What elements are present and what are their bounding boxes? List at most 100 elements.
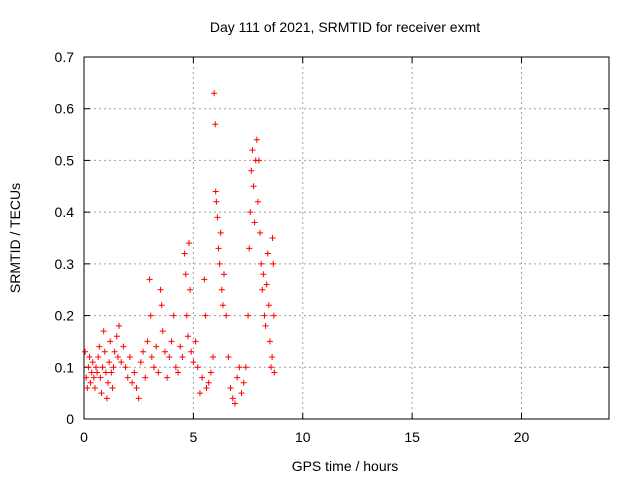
data-point [260,271,267,278]
data-point [177,343,184,350]
data-point [247,209,254,216]
y-tick-label: 0.3 [55,256,75,272]
data-point [268,364,275,371]
y-tick-label: 0.1 [55,359,75,375]
y-axis-label: SRMTID / TECUs [7,183,23,293]
data-point [175,369,182,376]
data-point [194,364,201,371]
data-point [106,359,113,366]
data-point [205,379,212,386]
x-tick-label: 5 [189,429,197,445]
data-point [126,353,133,360]
data-point [188,348,195,355]
data-point [199,374,206,381]
data-point [225,353,232,360]
data-point [98,390,105,397]
data-point [234,374,241,381]
data-point [250,183,257,190]
data-point [202,312,209,319]
y-tick-label: 0.7 [55,49,75,65]
data-point [100,328,107,335]
data-point [96,343,103,350]
data-point [210,353,217,360]
y-tick-labels: 0 0.1 0.2 0.3 0.4 0.5 0.6 0.7 [55,49,75,427]
data-point [186,240,192,247]
data-point [245,312,252,319]
data-point [269,235,276,241]
data-points [82,90,278,407]
data-point [114,353,121,360]
data-point [238,390,245,397]
data-point [229,395,236,402]
y-tick-label: 0.6 [55,101,75,117]
data-point [91,384,98,391]
data-point [223,312,230,319]
data-point [168,338,175,345]
data-point [124,374,131,381]
data-point [256,157,262,164]
data-point [118,359,125,366]
grid-lines [84,57,609,419]
data-point [182,271,189,278]
data-point [172,364,179,371]
data-point [166,353,173,360]
data-point [135,395,142,402]
data-point [253,136,260,143]
data-point [215,245,222,252]
data-point [216,260,223,267]
data-point [147,312,154,319]
data-point [99,364,106,371]
data-point [201,276,208,283]
data-point [131,369,138,376]
data-point [158,302,165,309]
data-point [212,188,219,195]
data-point [164,374,171,381]
data-point [258,260,265,267]
data-point [181,250,188,257]
data-point [113,333,120,340]
data-point [251,219,258,226]
data-point [242,364,249,371]
data-point [263,281,270,288]
data-point [116,322,122,329]
data-point [161,348,168,355]
data-point [155,369,162,376]
data-point [110,364,117,371]
data-point [261,312,268,319]
y-tick-label: 0 [66,411,74,427]
data-point [146,276,153,283]
data-point [218,286,225,293]
data-point [151,364,157,371]
data-point [122,364,129,371]
data-point [102,369,109,376]
data-point [227,384,234,391]
chart-title: Day 111 of 2021, SRMTID for receiver exm… [210,19,480,35]
data-point [214,214,221,221]
y-tick-label: 0.5 [55,152,75,168]
data-point [211,90,218,97]
data-point [240,379,247,386]
data-point [87,379,94,386]
data-point [85,364,92,371]
data-point [108,369,115,376]
data-point [187,286,194,293]
axis-ticks [83,56,609,420]
x-axis-label: GPS time / hours [292,458,399,474]
x-tick-label: 10 [295,429,311,445]
data-point [159,328,166,335]
data-point [192,338,199,345]
data-point [259,286,266,293]
data-point [270,260,277,267]
data-point [95,353,102,360]
data-point [144,338,151,345]
data-point [221,271,227,278]
data-point [213,198,220,205]
data-point [207,369,214,376]
data-point [212,121,219,128]
data-point [269,353,276,360]
data-point [93,364,100,371]
data-point [231,400,238,407]
data-point [140,348,147,355]
data-point [266,338,273,345]
data-point [248,167,255,174]
